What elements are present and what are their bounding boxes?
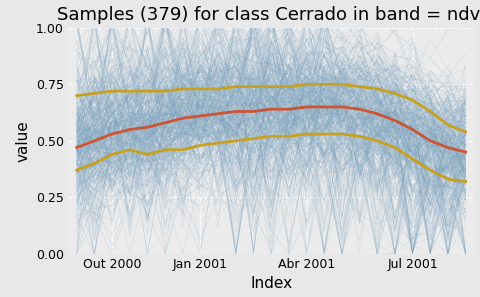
Title: Samples (379) for class Cerrado in band = ndvi: Samples (379) for class Cerrado in band … [57,6,480,23]
Y-axis label: value: value [15,120,30,162]
X-axis label: Index: Index [250,277,292,291]
